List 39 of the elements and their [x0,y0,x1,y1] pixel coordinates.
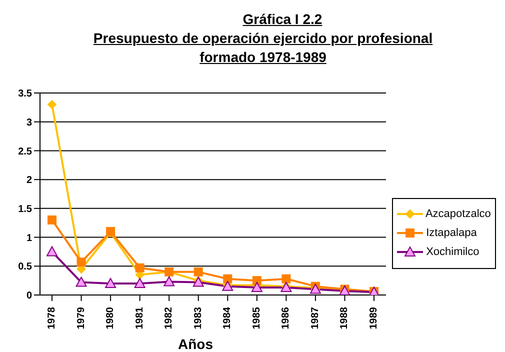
point [223,274,232,284]
point [135,263,144,272]
x-tick-label: 1983 [192,306,204,330]
x-axis-title: Años [178,336,213,352]
x-tick-label: 1982 [164,306,175,330]
y-tick-label: 0 [26,290,32,302]
point [164,276,175,286]
point [76,258,86,267]
point [134,278,146,288]
legend-label: Xochimilco [425,245,480,260]
point [105,278,116,288]
x-tick-label: 1981 [134,306,146,330]
x-tick-label: 1984 [222,306,234,330]
y-tick-label: 0.5 [18,262,32,273]
x-tick-label: 1987 [310,306,321,330]
x-tick-label: 1980 [105,306,116,330]
x-tick-label: 1979 [76,306,87,330]
point [76,276,87,287]
x-tick-label: 1978 [46,306,58,330]
x-tick-label: 1985 [251,306,262,330]
x-tick-label: 1988 [339,306,350,330]
y-tick-label: 3 [26,117,32,128]
y-tick-label: 1.5 [18,204,32,215]
y-tick-label: 2 [26,175,32,186]
chart-subtitle: Presupuesto de operación ejercido por profesional formado 1978-1989 [92,29,434,67]
y-tick-label: 2.5 [18,146,32,158]
point [46,246,58,256]
point [48,215,56,224]
chart-title: Gráfica I 2.2 [242,10,324,29]
x-tick-label: 1989 [368,306,380,330]
legend-label: Iztapalapa [425,226,478,241]
x-tick-label: 1986 [280,306,292,330]
y-tick-label: 3.5 [18,88,32,100]
point [194,267,203,276]
point [48,100,56,110]
y-tick-label: 1 [26,232,32,244]
point [282,274,291,284]
point [252,276,262,286]
legend-label: Azcapotzalco [424,207,491,222]
